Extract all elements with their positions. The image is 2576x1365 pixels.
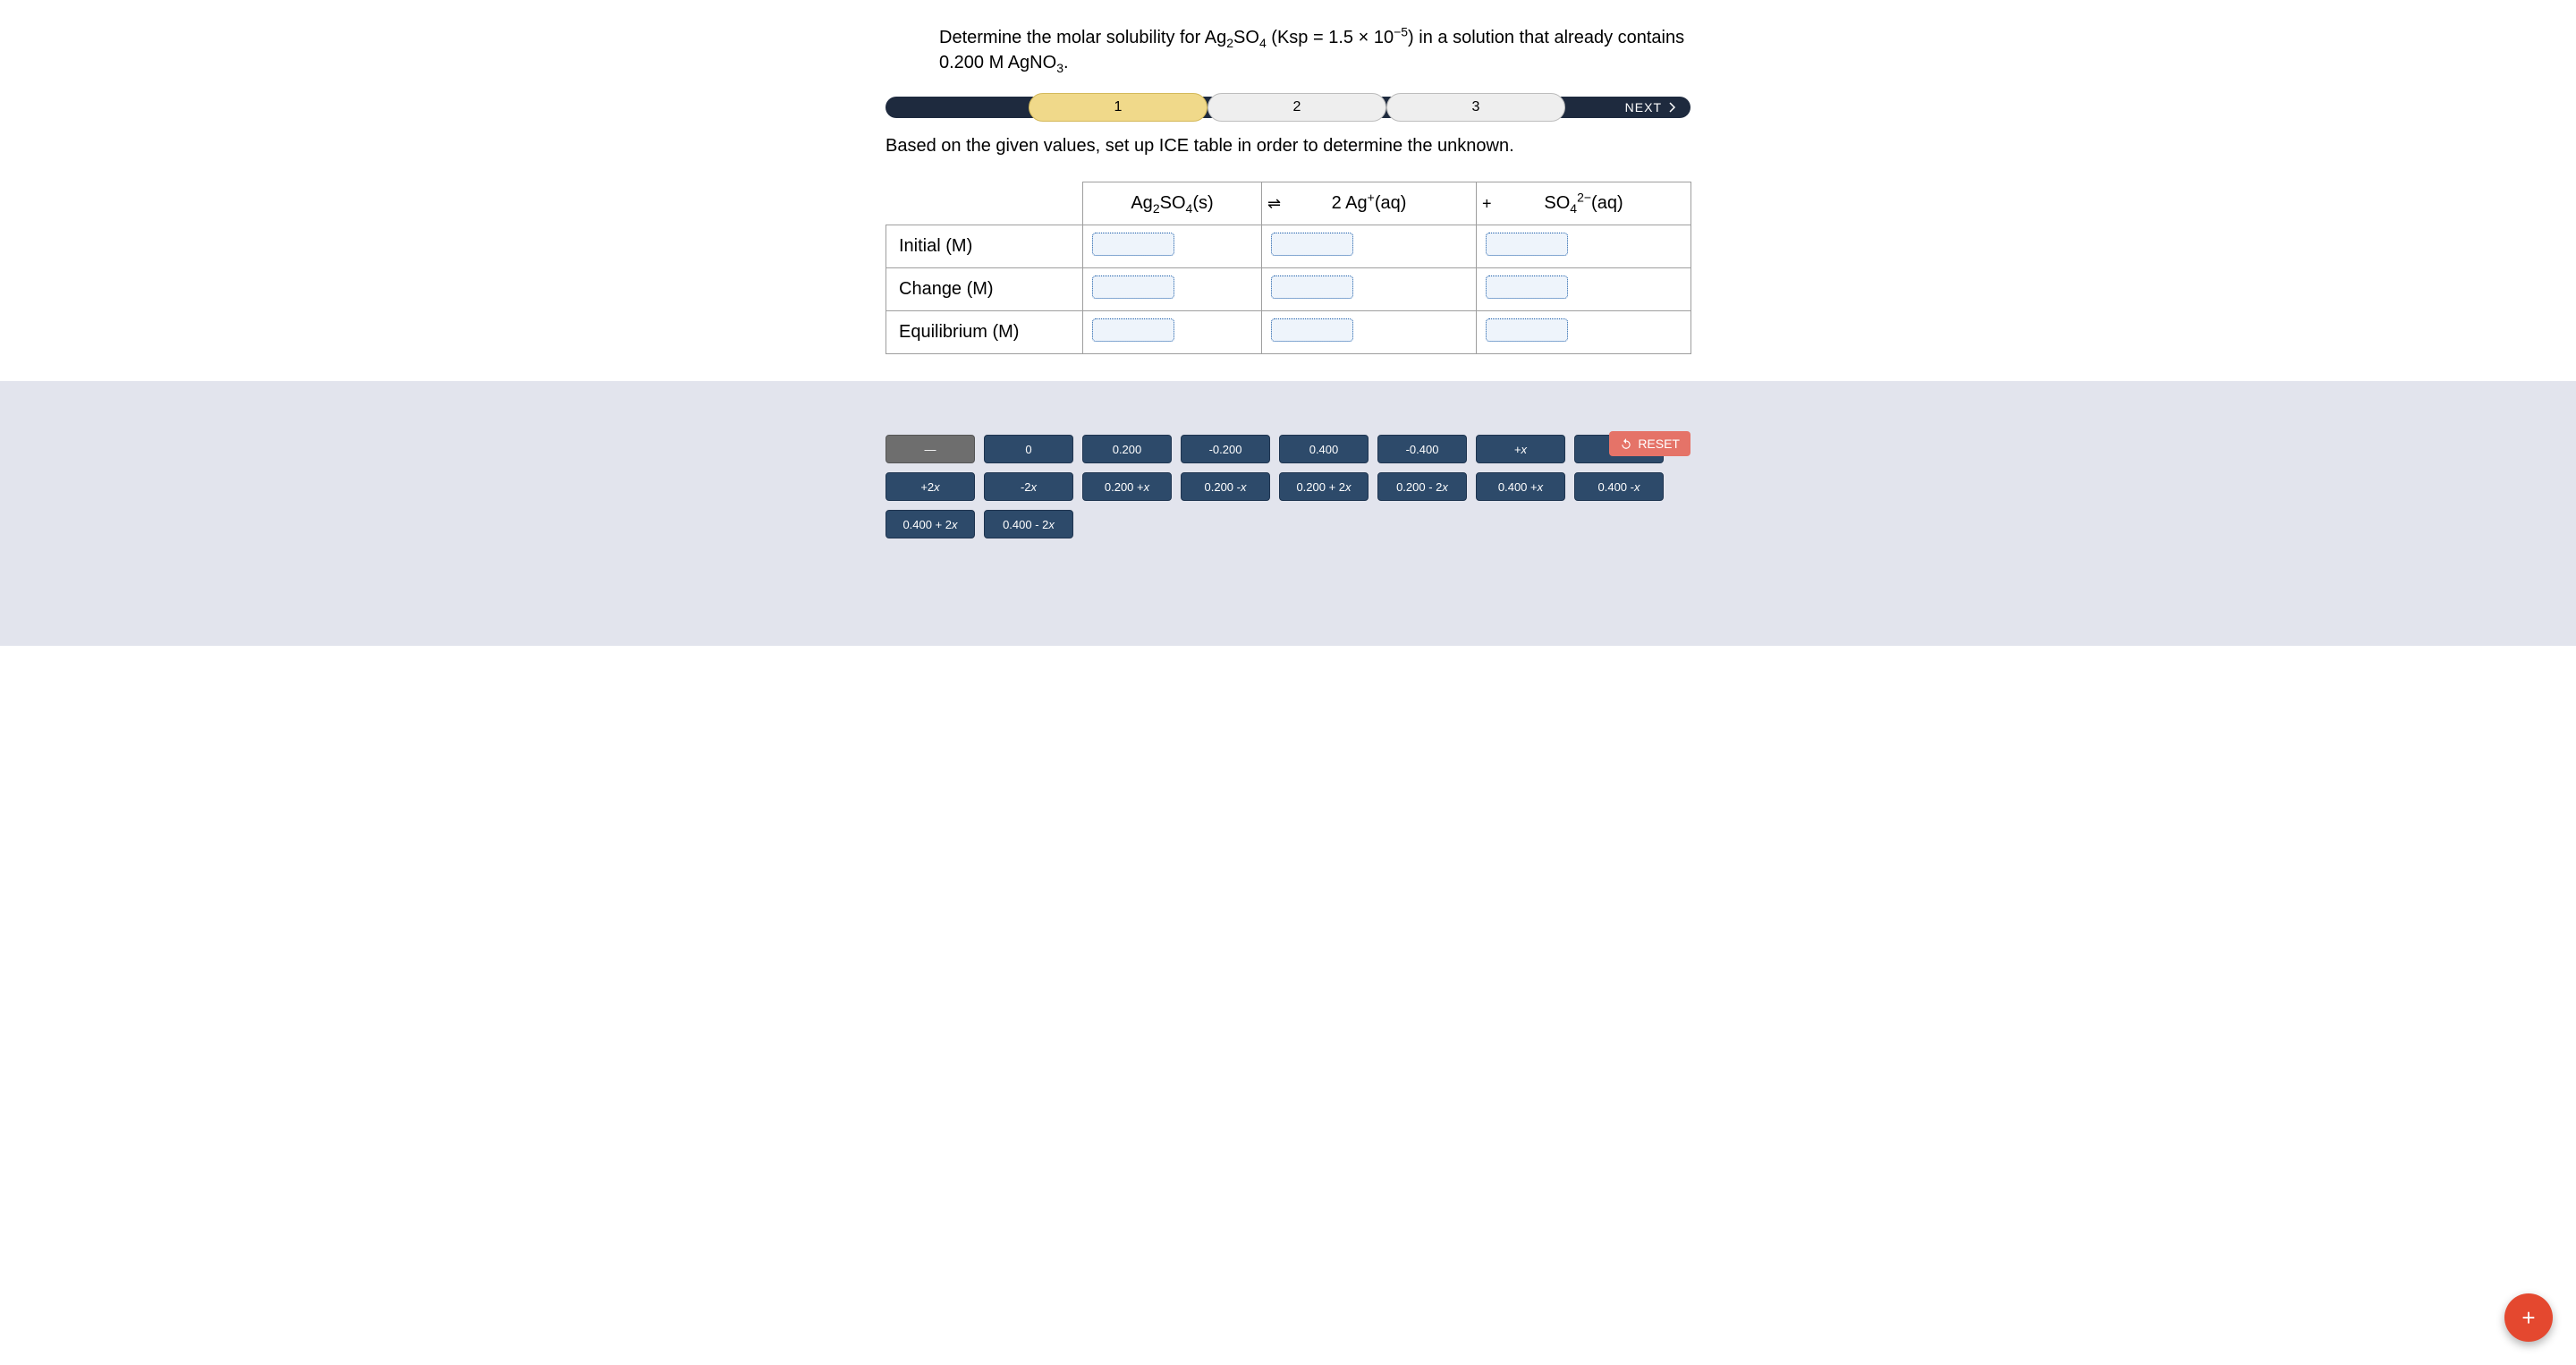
answer-chip[interactable]: 0.400 + x [1476, 472, 1565, 501]
step-3[interactable]: 3 [1386, 93, 1565, 122]
drop-zone[interactable] [1271, 233, 1353, 256]
ice-col-1: Ag2SO4(s) [1083, 182, 1262, 225]
next-label: NEXT [1625, 100, 1662, 114]
answer-bank-inner: RESET —00.200-0.2000.400-0.400+x-x+2x-2x… [886, 435, 1690, 538]
answer-chip[interactable]: 0.200 - 2x [1377, 472, 1467, 501]
answer-chip[interactable]: -0.200 [1181, 435, 1270, 463]
row-label-change: Change (M) [886, 268, 1083, 311]
step-2[interactable]: 2 [1208, 93, 1386, 122]
row-label-initial: Initial (M) [886, 225, 1083, 268]
ice-col-2: ⇌2 Ag+(aq) [1262, 182, 1477, 225]
chevron-right-icon [1669, 102, 1676, 113]
equilibrium-arrow-icon: ⇌ [1267, 194, 1281, 213]
answer-chip[interactable]: 0.400 [1279, 435, 1368, 463]
answer-chip[interactable]: -2x [984, 472, 1073, 501]
answer-bank: RESET —00.200-0.2000.400-0.400+x-x+2x-2x… [0, 381, 2576, 646]
add-fab-button[interactable]: + [2504, 1293, 2553, 1342]
answer-chip[interactable]: 0.400 - 2x [984, 510, 1073, 538]
answer-chip[interactable]: 0.200 + x [1082, 472, 1172, 501]
drop-zone[interactable] [1486, 276, 1568, 299]
plus-icon: + [1482, 194, 1492, 213]
step-instruction: Based on the given values, set up ICE ta… [886, 136, 1690, 157]
answer-chip[interactable]: 0 [984, 435, 1073, 463]
answer-chip[interactable]: -0.400 [1377, 435, 1467, 463]
drop-zone[interactable] [1486, 233, 1568, 256]
step-indicator: 1 2 3 NEXT [886, 93, 1690, 122]
answer-chip[interactable]: 0.200 + 2x [1279, 472, 1368, 501]
page: Determine the molar solubility for Ag2SO… [0, 0, 2576, 1365]
step-1[interactable]: 1 [1029, 93, 1208, 122]
ice-table: Ag2SO4(s) ⇌2 Ag+(aq) +SO42−(aq) Initial … [886, 182, 1691, 354]
ice-corner-cell [886, 182, 1083, 225]
ice-row-change: Change (M) [886, 268, 1691, 311]
drop-zone[interactable] [1271, 276, 1353, 299]
question-text: Determine the molar solubility for Ag2SO… [939, 25, 1690, 75]
row-label-equilibrium: Equilibrium (M) [886, 311, 1083, 354]
ice-header-row: Ag2SO4(s) ⇌2 Ag+(aq) +SO42−(aq) [886, 182, 1691, 225]
answer-chip[interactable]: 0.200 - x [1181, 472, 1270, 501]
answer-chip[interactable]: 0.200 [1082, 435, 1172, 463]
drop-zone[interactable] [1486, 318, 1568, 342]
answer-chip[interactable]: +x [1476, 435, 1565, 463]
undo-icon [1620, 437, 1632, 450]
plus-icon: + [2521, 1304, 2535, 1332]
drop-zone[interactable] [1271, 318, 1353, 342]
next-button[interactable]: NEXT [1616, 97, 1685, 118]
drop-zone[interactable] [1092, 276, 1174, 299]
ice-row-equilibrium: Equilibrium (M) [886, 311, 1691, 354]
drop-zone[interactable] [1092, 233, 1174, 256]
ice-row-initial: Initial (M) [886, 225, 1691, 268]
answer-chip[interactable]: — [886, 435, 975, 463]
answer-chip[interactable]: 0.400 - x [1574, 472, 1664, 501]
ice-col-3: +SO42−(aq) [1477, 182, 1691, 225]
drop-zone[interactable] [1092, 318, 1174, 342]
answer-chip[interactable]: 0.400 + 2x [886, 510, 975, 538]
reset-button[interactable]: RESET [1609, 431, 1690, 456]
content-area: Determine the molar solubility for Ag2SO… [886, 0, 1690, 354]
chips-container: —00.200-0.2000.400-0.400+x-x+2x-2x0.200 … [886, 435, 1690, 538]
reset-label: RESET [1638, 437, 1680, 451]
answer-chip[interactable]: +2x [886, 472, 975, 501]
